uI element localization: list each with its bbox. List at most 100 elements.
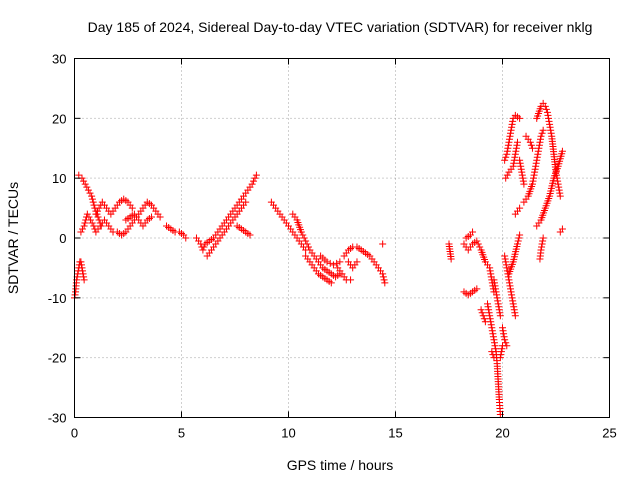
data-point (353, 258, 361, 266)
data-point (511, 150, 519, 158)
data-point (381, 279, 389, 287)
data-point (496, 309, 504, 317)
data-point (534, 150, 542, 158)
data-point (505, 135, 513, 143)
data-point (539, 234, 547, 242)
data-point (500, 330, 508, 338)
x-tick-label: 10 (281, 426, 295, 441)
data-point (518, 168, 526, 176)
data-point (535, 141, 543, 149)
data-point (519, 174, 527, 182)
data-point (545, 117, 553, 125)
data-point (518, 171, 526, 179)
data-point (380, 276, 388, 284)
data-point (490, 336, 498, 344)
data-point (546, 120, 554, 128)
data-point (531, 168, 539, 176)
data-point (85, 213, 93, 221)
data-point (520, 180, 528, 188)
data-point (556, 192, 564, 200)
data-point (511, 309, 519, 317)
data-point (299, 231, 307, 239)
data-point (492, 285, 500, 293)
data-point (528, 180, 536, 188)
data-point (511, 312, 519, 320)
data-point (79, 225, 87, 233)
data-point (379, 240, 387, 248)
data-point (92, 210, 100, 218)
data-point (503, 171, 511, 179)
data-point (533, 153, 541, 161)
y-tick-label: 20 (52, 111, 66, 126)
data-point (532, 159, 540, 167)
data-point (501, 255, 509, 263)
data-point (516, 159, 524, 167)
data-point (526, 138, 534, 146)
data-point (303, 240, 311, 248)
data-point (509, 162, 517, 170)
data-point (485, 309, 493, 317)
data-point (556, 189, 564, 197)
data-point (516, 231, 524, 239)
data-point (501, 156, 509, 164)
data-point (555, 183, 563, 191)
data-point (302, 237, 310, 245)
data-point (505, 138, 513, 146)
data-point (554, 180, 562, 188)
data-point (516, 204, 524, 212)
data-point (507, 126, 515, 134)
data-point (90, 201, 98, 209)
data-point (80, 177, 88, 185)
x-tick-label: 0 (71, 426, 78, 441)
data-point (506, 132, 514, 140)
data-point (503, 147, 511, 155)
data-point (487, 318, 495, 326)
data-point (89, 198, 97, 206)
data-point (182, 234, 190, 242)
data-point (486, 267, 494, 275)
data-point (516, 114, 524, 122)
data-point (88, 195, 96, 203)
data-point (495, 303, 503, 311)
data-point (505, 279, 513, 287)
data-point (489, 351, 497, 359)
data-point (501, 252, 509, 260)
data-point (512, 147, 520, 155)
data-point (538, 243, 546, 251)
data-point (80, 273, 88, 281)
data-point (558, 225, 566, 233)
data-point (486, 315, 494, 323)
data-point (95, 204, 103, 212)
data-point (379, 270, 387, 278)
data-point (77, 228, 85, 236)
data-point (508, 294, 516, 302)
data-point (90, 222, 98, 230)
data-point (156, 213, 164, 221)
data-point (504, 141, 512, 149)
data-point (490, 276, 498, 284)
data-point (555, 186, 563, 194)
data-point (478, 309, 486, 317)
data-point (506, 282, 514, 290)
data-point (304, 243, 312, 251)
data-point (486, 264, 494, 272)
y-tick-label: 30 (52, 52, 66, 67)
y-tick-label: -30 (48, 411, 67, 426)
data-point (78, 264, 86, 272)
data-point (516, 156, 524, 164)
data-point (558, 147, 566, 155)
data-point (71, 291, 79, 299)
data-point (77, 258, 85, 266)
data-point (200, 243, 208, 251)
data-point (504, 144, 512, 152)
data-point (128, 204, 136, 212)
data-point (531, 165, 539, 173)
data-point (502, 339, 510, 347)
data-point (493, 294, 501, 302)
data-point (510, 306, 518, 314)
data-point (486, 312, 494, 320)
data-point (502, 174, 510, 182)
data-point (474, 240, 482, 248)
data-point (447, 255, 455, 263)
